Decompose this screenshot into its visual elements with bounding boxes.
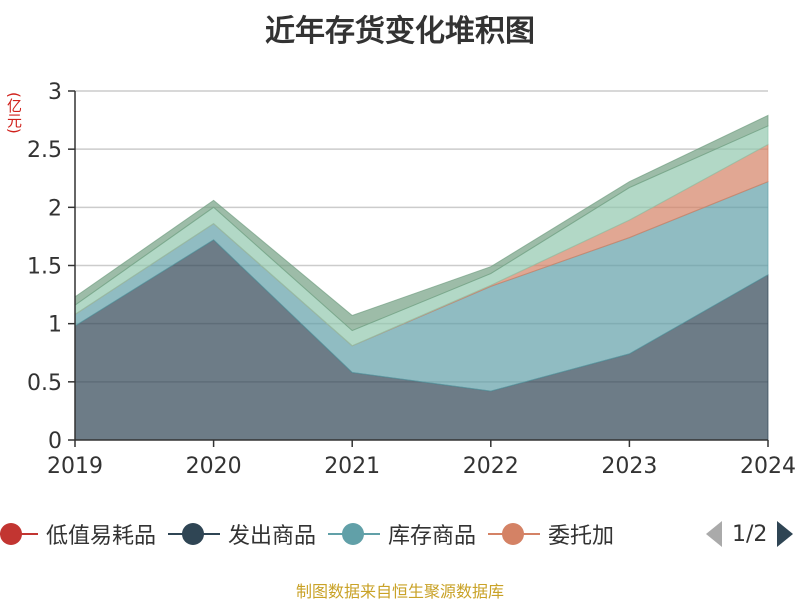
x-tick-label: 2023 xyxy=(601,454,657,479)
legend-item[interactable]: 委托加 xyxy=(488,514,614,554)
axes: 0 0.5 1 1.5 2 2.5 3 2019 2020 2021 2022 2023 2024 xyxy=(27,80,796,479)
y-tick-label: 0.5 xyxy=(27,371,62,396)
legend-label: 低值易耗品 xyxy=(46,524,157,549)
legend-next-arrow-icon[interactable] xyxy=(777,521,794,547)
y-tick-label: 2 xyxy=(48,196,62,221)
y-tick-label: 3 xyxy=(48,80,62,105)
legend-pager: 1/2 xyxy=(700,514,800,554)
legend-label: 委托加 xyxy=(548,524,615,549)
legend: 低值易耗品 发出商品 库存商品 委托加 1/2 xyxy=(0,514,800,554)
legend-swatch-icon xyxy=(328,522,381,546)
legend-item[interactable]: 低值易耗品 xyxy=(0,514,156,554)
x-tick-label: 2024 xyxy=(740,454,796,479)
x-tick-label: 2022 xyxy=(463,454,519,479)
area-series xyxy=(74,114,769,441)
legend-swatch-icon xyxy=(488,522,541,546)
data-source-note: 制图数据来自恒生聚源数据库 xyxy=(295,582,504,601)
y-tick-label: 1 xyxy=(48,313,62,338)
legend-prev-arrow-icon[interactable] xyxy=(706,521,722,547)
x-tick-label: 2020 xyxy=(186,454,242,479)
legend-item[interactable]: 库存商品 xyxy=(328,514,476,554)
legend-item[interactable]: 发出商品 xyxy=(168,514,316,554)
legend-page-indicator: 1/2 xyxy=(732,521,768,547)
y-tick-label: 0 xyxy=(48,429,62,454)
x-tick-label: 2021 xyxy=(324,454,380,479)
legend-items: 低值易耗品 发出商品 库存商品 委托加 xyxy=(0,514,670,554)
x-tick-label: 2019 xyxy=(47,454,103,479)
legend-swatch-icon xyxy=(168,522,221,546)
chart-title: 近年存货变化堆积图 xyxy=(265,14,535,49)
legend-label: 库存商品 xyxy=(388,524,477,549)
y-axis-unit: (亿元) xyxy=(5,92,23,134)
legend-label: 发出商品 xyxy=(228,524,317,549)
y-tick-label: 1.5 xyxy=(27,255,62,280)
legend-swatch-icon xyxy=(0,522,38,546)
area-series-band xyxy=(74,114,769,332)
y-tick-label: 2.5 xyxy=(27,138,62,163)
